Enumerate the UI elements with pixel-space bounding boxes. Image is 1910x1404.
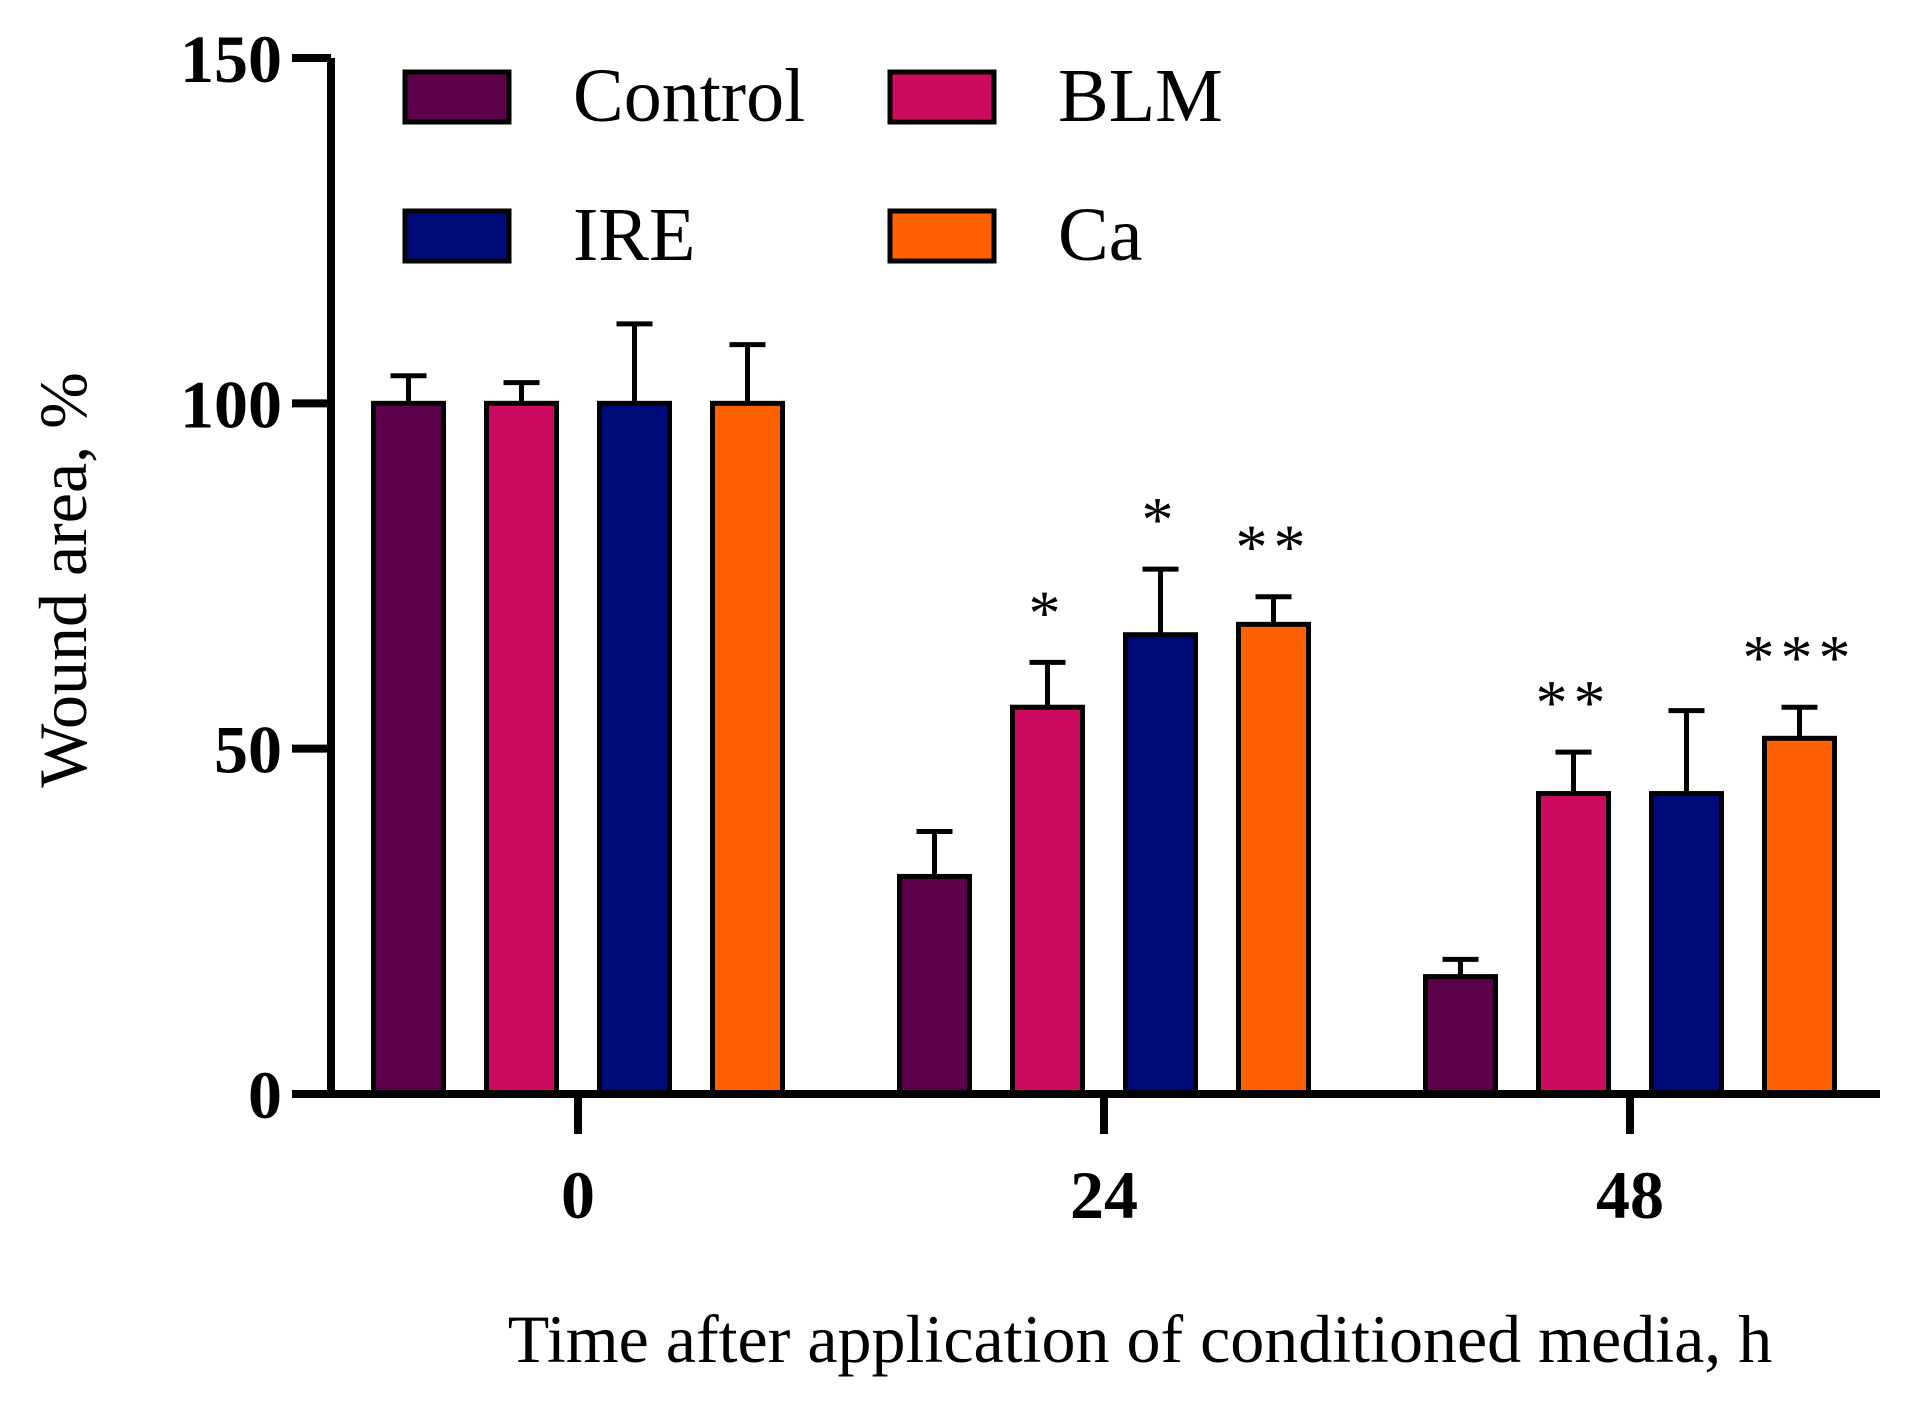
error-bars-layer	[390, 321, 1818, 977]
legend-label-blm: BLM	[1058, 54, 1223, 138]
bar-control-48	[1423, 974, 1498, 1097]
bar-ire-48	[1649, 791, 1724, 1097]
y-axis-title: Wound area, %	[25, 372, 101, 788]
significance-label: **	[1536, 667, 1612, 738]
bar-ca-24	[1236, 621, 1311, 1097]
x-axis-title: Time after application of conditioned me…	[508, 1301, 1773, 1377]
bar-control-24	[897, 873, 972, 1097]
x-tick-label: 0	[561, 1157, 595, 1233]
legend: Control BLM IRE Ca	[402, 54, 1223, 277]
significance-layer: ** *******	[1029, 484, 1857, 738]
bar-ca-0	[710, 400, 785, 1097]
legend-swatch-ca	[887, 208, 997, 264]
x-tick-label: 24	[1070, 1157, 1138, 1233]
legend-label-ca: Ca	[1058, 193, 1142, 277]
y-ticks: 0 50 100 150	[180, 21, 331, 1133]
y-tick-label: 50	[214, 712, 282, 788]
legend-swatch-ire	[402, 208, 512, 264]
bar-blm-0	[484, 400, 559, 1097]
legend-swatch-blm	[887, 69, 997, 125]
significance-label: *	[1029, 577, 1067, 648]
x-ticks: 0 24 48	[561, 1094, 1664, 1233]
y-tick-label: 100	[180, 366, 282, 442]
bar-control-0	[371, 400, 446, 1097]
y-tick-label: 0	[248, 1057, 282, 1133]
bar-blm-48	[1536, 791, 1611, 1097]
x-tick-label: 48	[1596, 1157, 1664, 1233]
bar-ire-24	[1123, 632, 1198, 1097]
legend-label-ire: IRE	[573, 193, 695, 277]
bars-layer	[371, 400, 1837, 1097]
bar-ire-0	[597, 400, 672, 1097]
bar-ca-48	[1762, 735, 1837, 1097]
y-tick-label: 150	[180, 21, 282, 97]
legend-label-control: Control	[573, 54, 805, 138]
significance-label: **	[1236, 512, 1312, 583]
bar-blm-24	[1010, 704, 1085, 1097]
significance-label: ***	[1743, 622, 1857, 693]
legend-swatch-control	[402, 69, 512, 125]
significance-label: *	[1142, 484, 1180, 555]
